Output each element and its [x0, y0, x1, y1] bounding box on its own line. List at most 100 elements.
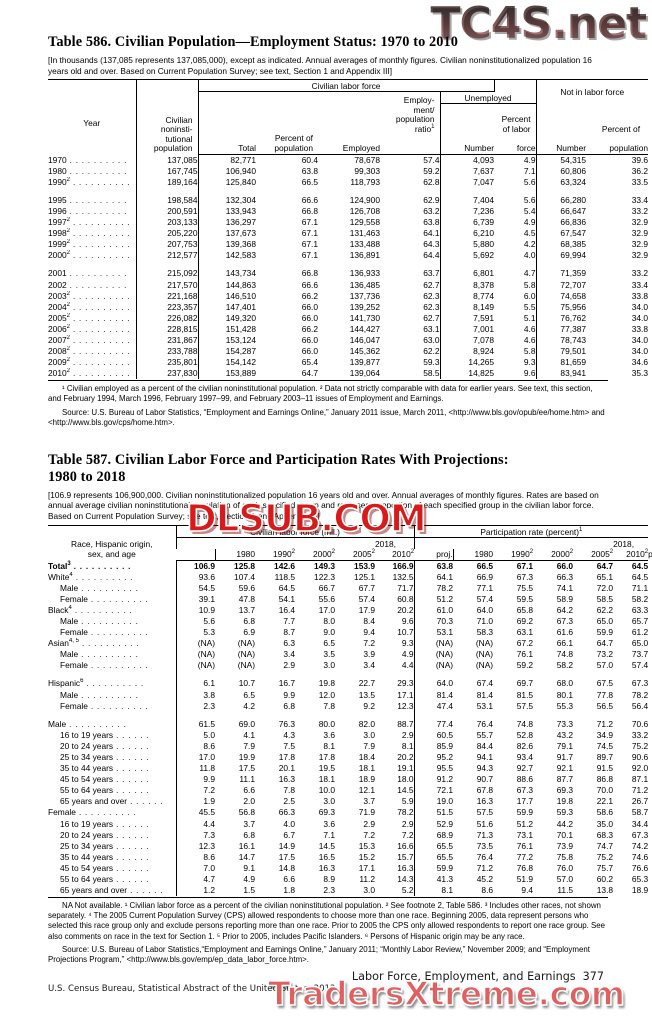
cell-value: 16.3	[278, 774, 295, 785]
cell-unemp_pct: 7.1	[523, 165, 536, 176]
cell-value: 72.1	[413, 785, 454, 797]
cell-nilf_num: 72,707	[535, 279, 587, 291]
cell-clf_pct: 66.0	[301, 346, 318, 357]
header-epr-l2: ment/	[413, 104, 435, 115]
cell-unemp_num: 8,774	[439, 290, 495, 302]
cell-value: 1.9	[175, 796, 215, 808]
cell-value: 3.6	[323, 818, 335, 829]
cell-value: 81.4	[476, 689, 494, 700]
header-employed: Employed	[318, 134, 380, 155]
col-header-left-2010: 20102	[375, 548, 415, 561]
cell-employed: 144,427	[349, 323, 380, 334]
cell-pop: 137,085	[135, 154, 198, 166]
table-row: Female . . . . . . . . . . (NA) (NA) 2.9 3.0…	[48, 660, 648, 672]
table-586-source: Source: U.S. Bureau of Labor Statistics,…	[48, 407, 605, 427]
row-label: Female . . . . . . . . . .	[60, 700, 149, 711]
row-label: Female . . . . . . . . . .	[60, 593, 149, 604]
table-row: 20072 . . . . . . . . . . 231,867 153,124 6…	[48, 334, 648, 347]
cell-value: 18.9	[631, 885, 649, 896]
cell-value: 17.5	[278, 851, 295, 862]
cell-unemp_pct: 4.0	[523, 250, 536, 261]
cell-value: 78.2	[413, 582, 454, 594]
col-header-right-1980: 1980	[452, 548, 494, 561]
cell-value: 2.5	[283, 796, 295, 807]
cell-nilf_num: 71,359	[535, 268, 587, 280]
cell-value: 78.2	[397, 807, 414, 818]
cell-value: 85.9	[413, 740, 454, 752]
cell-value: 41.3	[413, 874, 454, 886]
table-row: Male . . . . . . . . . . (NA) (NA) 3.4 3.5 3.…	[48, 649, 648, 661]
cell-clf_pct: 66.0	[301, 334, 318, 345]
cell-epr: 57.4	[423, 154, 440, 165]
cell-value: 64.0	[413, 678, 454, 690]
table-row: 55 to 64 years . . . . . . 4.7 4.9 6.6 8.9 11…	[48, 874, 648, 886]
header-civ-pop-l2: noninsti-	[160, 124, 193, 135]
cell-value: 53.1	[476, 700, 494, 711]
table-row-spacer	[48, 187, 648, 195]
cell-value: 71.2	[631, 785, 649, 796]
cell-unemp_num: 5,692	[439, 250, 495, 262]
page-content: Table 586. Civilian Population—Employmen…	[48, 0, 652, 965]
cell-value: (NA)	[475, 649, 494, 660]
table-587-title-line1: Table 587. Civilian Labor Force and Part…	[48, 451, 509, 468]
cell-unemp_pct: 4.2	[523, 239, 536, 250]
header-epr-l4: ratio	[414, 123, 432, 134]
table-row: Asian4, 5 . . . . . . . . . . (NA) (NA) 6.3…	[48, 638, 648, 650]
cell-epr: 64.4	[423, 250, 440, 261]
cell-value: 64.7	[596, 638, 614, 649]
cell-value: 6.9	[243, 627, 255, 638]
cell-employed: 99,303	[354, 165, 380, 176]
cell-value: 76.4	[476, 718, 494, 729]
cell-clf_pct: 64.7	[301, 368, 318, 379]
cell-clf_total: 143,734	[197, 268, 256, 280]
cell-value: 51.2	[516, 818, 534, 829]
cell-nilf_pct: 34.0	[631, 312, 649, 323]
row-label: Female . . . . . . . . . .	[60, 627, 149, 638]
table-row: Male . . . . . . . . . . 5.6 6.8 7.7 8.0 8.4 9…	[48, 615, 648, 628]
col-header-left-proj.: proj.	[414, 548, 454, 561]
cell-value: (NA)	[175, 660, 215, 672]
cell-value: 125.8	[234, 560, 255, 571]
table-row: 16 to 19 years . . . . . . 4.4 3.7 4.0 3.6 2.…	[48, 818, 648, 830]
cell-value: 6.7	[283, 829, 295, 840]
row-label: White4 . . . . . . . . . .	[48, 571, 134, 582]
cell-value: 59.9	[516, 807, 534, 818]
cell-value: 11.8	[175, 763, 215, 775]
cell-value: 67.7	[358, 582, 375, 593]
table-row: Male . . . . . . . . . . 3.8 6.5 9.9 12.0 13.…	[48, 689, 648, 701]
cell-value: 70.0	[596, 785, 614, 796]
cell-clf_pct: 67.1	[301, 250, 318, 261]
cell-value: 9.4	[363, 627, 375, 638]
cell-value: 63.1	[516, 627, 534, 638]
cell-employed: 118,793	[350, 176, 380, 187]
cell-value: 55.3	[556, 700, 574, 711]
cell-value: 90.6	[631, 752, 649, 762]
cell-pop: 223,357	[135, 301, 198, 313]
header-nilf-number: Number	[535, 134, 587, 155]
cell-clf_total: 154,287	[197, 346, 256, 358]
row-label: 45 to 54 years . . . . . .	[60, 862, 150, 873]
cell-value: 57.5	[476, 807, 494, 818]
cell-value: 56.4	[631, 700, 649, 711]
cell-value: 20.2	[397, 752, 414, 762]
cell-nilf_num: 78,743	[535, 334, 587, 347]
cell-value: 9.4	[521, 885, 534, 896]
cell-value: 64.5	[631, 571, 649, 582]
cell-value: 66.7	[318, 582, 335, 593]
table-row: 20 to 24 years . . . . . . 7.3 6.8 6.7 7.1 7.…	[48, 829, 648, 841]
cell-value: 94.3	[476, 763, 494, 774]
row-label: 20002 . . . . . . . . . .	[48, 250, 131, 261]
cell-clf_total: 136,297	[197, 217, 256, 229]
cell-value: 16.3	[476, 796, 494, 807]
cell-employed: 124,900	[349, 194, 380, 205]
cell-value: 4.9	[243, 874, 255, 885]
section-name: Labor Force, Employment, and Earnings 377	[351, 970, 604, 983]
cell-value: 67.5	[596, 678, 614, 689]
row-label: 20062 . . . . . . . . . .	[48, 323, 131, 334]
cell-value: 69.0	[238, 718, 255, 729]
cell-employed: 133,488	[349, 239, 380, 250]
cell-value: 61.6	[556, 627, 574, 638]
cell-value: 73.9	[556, 840, 574, 851]
cell-value: 3.0	[323, 796, 335, 807]
